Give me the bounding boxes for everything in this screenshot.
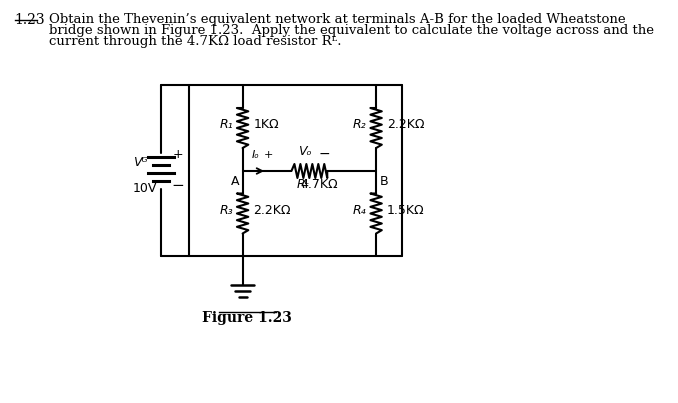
Text: current through the 4.7KΩ load resistor Rᴸ.: current through the 4.7KΩ load resistor … xyxy=(49,35,341,48)
Text: B: B xyxy=(380,175,388,188)
Text: Vₒ: Vₒ xyxy=(298,145,312,158)
Text: +: + xyxy=(172,148,183,162)
Text: R₂: R₂ xyxy=(353,118,366,131)
Text: R₃: R₃ xyxy=(219,204,233,217)
Text: Vᴳ: Vᴳ xyxy=(133,156,147,170)
Text: A: A xyxy=(231,175,239,188)
Text: Obtain the Thevenin’s equivalent network at terminals A-B for the loaded Wheatst: Obtain the Thevenin’s equivalent network… xyxy=(49,13,626,26)
Text: R₁: R₁ xyxy=(219,118,233,131)
Text: 10V: 10V xyxy=(133,183,157,195)
Text: bridge shown in Figure 1.23.  Apply the equivalent to calculate the voltage acro: bridge shown in Figure 1.23. Apply the e… xyxy=(49,24,654,37)
Text: +: + xyxy=(264,150,273,160)
Text: Iₒ: Iₒ xyxy=(252,150,259,160)
Text: Figure 1.23: Figure 1.23 xyxy=(202,311,292,325)
Text: 1KΩ: 1KΩ xyxy=(253,118,279,131)
Text: −: − xyxy=(171,177,184,193)
Text: Rᴸ: Rᴸ xyxy=(296,179,309,191)
Text: R₄: R₄ xyxy=(353,204,366,217)
Text: 2.2KΩ: 2.2KΩ xyxy=(386,118,424,131)
Text: 2.2KΩ: 2.2KΩ xyxy=(253,204,291,217)
Text: 1.5KΩ: 1.5KΩ xyxy=(386,204,424,217)
Text: 1.23: 1.23 xyxy=(15,13,45,27)
Text: 4.7KΩ: 4.7KΩ xyxy=(300,179,338,191)
Text: −: − xyxy=(318,147,330,161)
